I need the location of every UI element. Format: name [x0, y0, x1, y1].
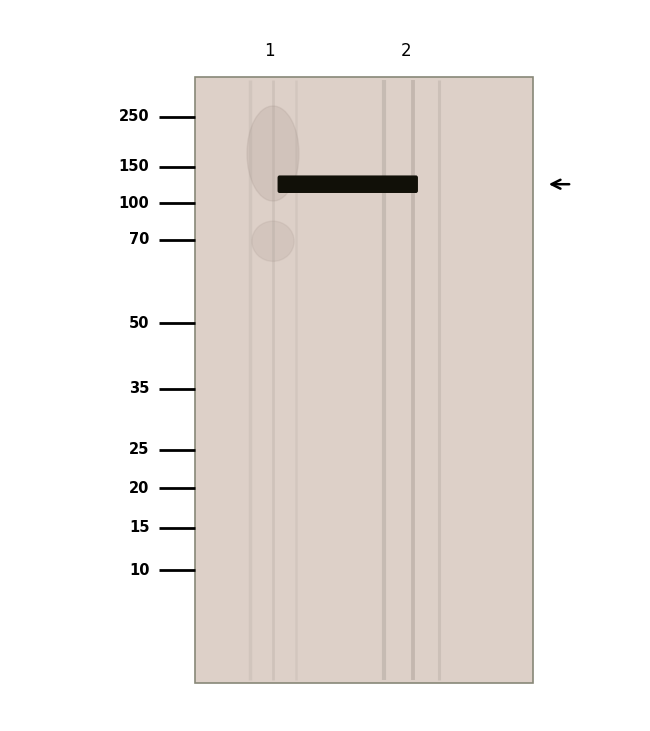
Text: 25: 25	[129, 442, 150, 457]
Text: 150: 150	[119, 159, 150, 174]
Text: 35: 35	[129, 382, 150, 396]
Text: 50: 50	[129, 316, 150, 330]
Text: 100: 100	[119, 196, 150, 211]
Text: 15: 15	[129, 520, 150, 535]
Bar	[195, 77, 533, 683]
Text: 10: 10	[129, 563, 150, 577]
Text: 250: 250	[119, 110, 150, 124]
Text: 1: 1	[265, 42, 275, 60]
Text: 70: 70	[129, 232, 150, 247]
Text: 20: 20	[129, 481, 150, 496]
Ellipse shape	[252, 221, 294, 261]
Ellipse shape	[247, 106, 299, 201]
Text: 2: 2	[401, 42, 411, 60]
FancyBboxPatch shape	[278, 175, 418, 193]
